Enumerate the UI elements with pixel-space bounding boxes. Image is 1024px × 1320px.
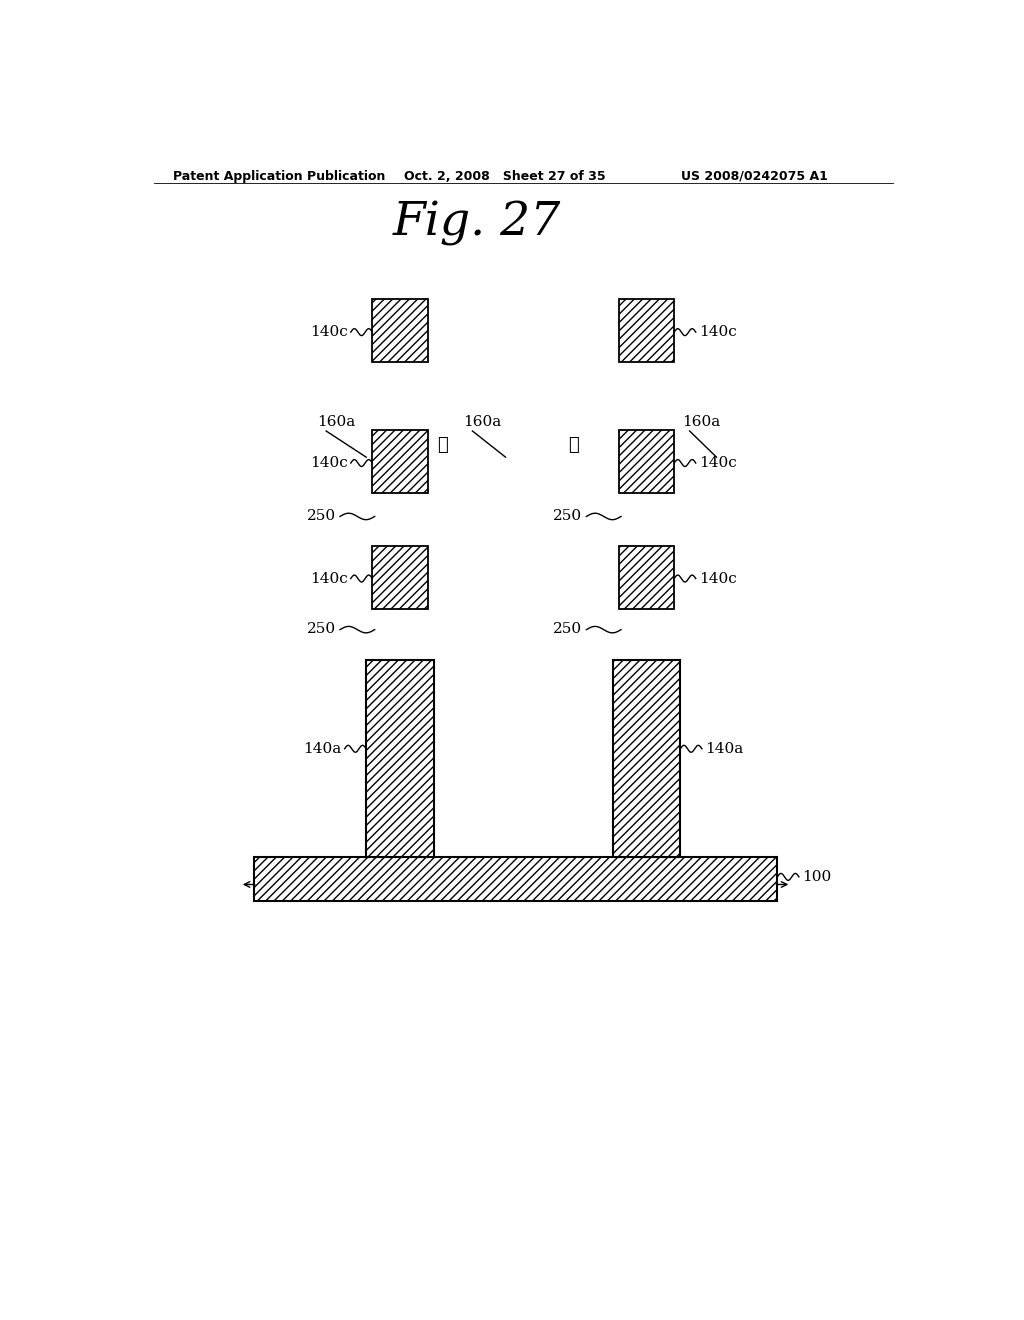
Text: 250: 250 [307,622,336,636]
Text: 140c: 140c [698,455,736,470]
Bar [618,545,674,609]
Text: ⋮: ⋮ [568,436,579,454]
Text: Patent Application Publication: Patent Application Publication [173,170,385,183]
Bar [373,430,428,494]
Text: 140c: 140c [698,572,736,586]
Text: 140c: 140c [310,325,348,339]
Text: Oct. 2, 2008   Sheet 27 of 35: Oct. 2, 2008 Sheet 27 of 35 [403,170,605,183]
Bar [612,660,680,857]
Text: 160a: 160a [463,414,502,429]
Bar [367,660,434,857]
Text: 140a: 140a [705,742,743,756]
Text: 140c: 140c [310,572,348,586]
Text: 250: 250 [307,508,336,523]
Bar [618,430,674,494]
Text: 250: 250 [553,508,583,523]
Text: 140a: 140a [303,742,342,756]
Text: 160a: 160a [682,414,720,429]
Text: 140c: 140c [310,455,348,470]
Text: 140c: 140c [698,325,736,339]
Bar [254,857,777,902]
Text: Fig. 27: Fig. 27 [393,201,561,246]
Bar [618,300,674,363]
Text: 250: 250 [553,622,583,636]
Text: ⋮: ⋮ [437,436,447,454]
Bar [373,545,428,609]
Text: 100: 100 [802,870,831,884]
Text: US 2008/0242075 A1: US 2008/0242075 A1 [681,170,828,183]
Bar [373,300,428,363]
Text: 160a: 160a [316,414,355,429]
